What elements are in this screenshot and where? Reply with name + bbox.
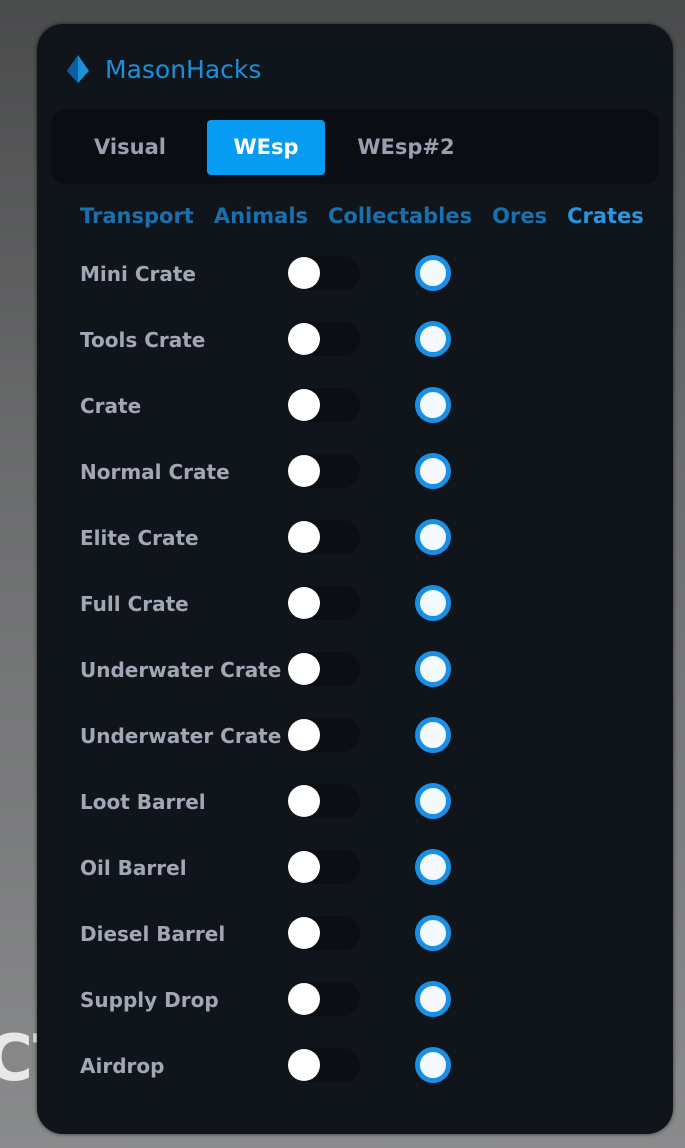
toggle-knob[interactable]: [288, 455, 320, 487]
item-label: Mini Crate: [80, 262, 196, 286]
radio-button[interactable]: [415, 519, 451, 555]
tab-bar: Visual WEsp WEsp#2: [51, 110, 659, 184]
item-label: Crate: [80, 394, 142, 418]
toggle-knob[interactable]: [288, 851, 320, 883]
toggle-knob[interactable]: [288, 389, 320, 421]
toggle-knob[interactable]: [288, 257, 320, 289]
subtab-bar: Transport Animals Collectables Ores Crat…: [80, 204, 644, 228]
toggle-knob[interactable]: [288, 653, 320, 685]
radio-button[interactable]: [415, 387, 451, 423]
subtab-collectables[interactable]: Collectables: [328, 204, 473, 228]
subtab-crates[interactable]: Crates: [567, 204, 644, 228]
subtab-ores[interactable]: Ores: [492, 204, 548, 228]
toggle-knob[interactable]: [288, 323, 320, 355]
radio-button[interactable]: [415, 915, 451, 951]
list-item: Supply Drop: [37, 981, 673, 1054]
toggle-knob[interactable]: [288, 521, 320, 553]
item-label: Underwater Crate: [80, 724, 282, 748]
item-label: Tools Crate: [80, 328, 206, 352]
radio-button[interactable]: [415, 717, 451, 753]
toggle-knob[interactable]: [288, 587, 320, 619]
list-item: Normal Crate: [37, 453, 673, 526]
subtab-animals[interactable]: Animals: [213, 204, 309, 228]
item-label: Supply Drop: [80, 988, 219, 1012]
radio-button[interactable]: [415, 255, 451, 291]
toggle-knob[interactable]: [288, 719, 320, 751]
radio-button[interactable]: [415, 321, 451, 357]
logo-icon: [67, 55, 89, 83]
radio-button[interactable]: [415, 585, 451, 621]
item-label: Elite Crate: [80, 526, 199, 550]
list-item: Full Crate: [37, 585, 673, 658]
toggle-knob[interactable]: [288, 1049, 320, 1081]
list-item: Loot Barrel: [37, 783, 673, 856]
menu-panel: MasonHacks Visual WEsp WEsp#2 Transport …: [37, 24, 673, 1134]
list-item: Crate: [37, 387, 673, 460]
app-name: MasonHacks: [105, 54, 262, 84]
radio-button[interactable]: [415, 651, 451, 687]
toggle-knob[interactable]: [288, 785, 320, 817]
item-label: Full Crate: [80, 592, 189, 616]
toggle-knob[interactable]: [288, 917, 320, 949]
toggle-knob[interactable]: [288, 983, 320, 1015]
radio-button[interactable]: [415, 981, 451, 1017]
item-label: Loot Barrel: [80, 790, 206, 814]
item-label: Diesel Barrel: [80, 922, 226, 946]
subtab-transport[interactable]: Transport: [80, 204, 194, 228]
item-label: Normal Crate: [80, 460, 230, 484]
app-title: MasonHacks: [65, 54, 261, 84]
radio-button[interactable]: [415, 849, 451, 885]
list-item: Tools Crate: [37, 321, 673, 394]
item-label: Oil Barrel: [80, 856, 187, 880]
tab-wesp2[interactable]: WEsp#2: [357, 135, 455, 159]
tab-visual[interactable]: Visual: [94, 135, 166, 159]
list-item: Underwater Crate: [37, 717, 673, 790]
list-item: Underwater Crate: [37, 651, 673, 724]
list-item: Mini Crate: [37, 255, 673, 328]
list-item: Airdrop: [37, 1047, 673, 1120]
item-label: Underwater Crate: [80, 658, 282, 682]
item-label: Airdrop: [80, 1054, 165, 1078]
list-item: Oil Barrel: [37, 849, 673, 922]
radio-button[interactable]: [415, 453, 451, 489]
list-item: Elite Crate: [37, 519, 673, 592]
radio-button[interactable]: [415, 1047, 451, 1083]
radio-button[interactable]: [415, 783, 451, 819]
list-item: Diesel Barrel: [37, 915, 673, 988]
tab-wesp[interactable]: WEsp: [207, 120, 325, 175]
